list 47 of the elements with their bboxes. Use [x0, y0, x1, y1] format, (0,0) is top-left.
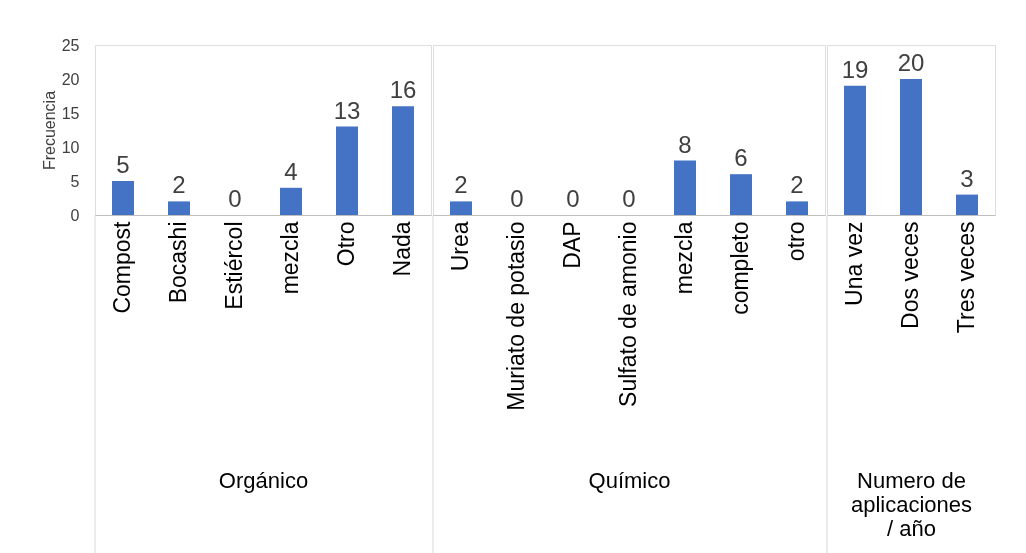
data-label: 16	[389, 76, 417, 104]
data-label: 2	[454, 171, 468, 199]
x-tick-label: DAP	[559, 221, 585, 269]
x-tick-label: Dos veces	[897, 221, 923, 329]
data-label: 5	[116, 151, 130, 178]
y-tick-label: 25	[61, 36, 80, 54]
x-tick-label: mezcla	[277, 221, 303, 295]
x-tick-label: otro	[783, 221, 809, 262]
x-tick-label: Una vez	[841, 221, 867, 306]
y-tick-label: 10	[61, 138, 80, 156]
y-tick-label: 5	[70, 172, 80, 190]
bar	[112, 181, 134, 215]
x-tick-label: Urea	[447, 221, 473, 272]
data-label: 0	[566, 185, 580, 212]
data-label: 2	[790, 171, 804, 199]
x-tick-label: Tres veces	[953, 221, 979, 334]
y-tick-label: 15	[61, 104, 80, 122]
x-tick-label: Muriato de potasio	[503, 221, 529, 411]
x-tick-label: completo	[727, 221, 753, 315]
data-label: 3	[960, 164, 974, 192]
bar	[392, 106, 414, 215]
x-tick-label: Otro	[333, 221, 359, 267]
data-label: 0	[622, 185, 636, 212]
x-tick-label: Nada	[389, 221, 415, 277]
bar	[280, 187, 302, 215]
data-label: 8	[678, 130, 692, 158]
x-tick-label: Bocashi	[165, 221, 191, 304]
data-label: 20	[897, 49, 925, 76]
data-label: 2	[172, 171, 186, 199]
y-axis-title: Frecuencia	[40, 90, 58, 171]
bar	[168, 201, 190, 215]
x-axis-title: Químico	[588, 467, 671, 493]
bar	[336, 126, 358, 215]
data-label: 0	[510, 185, 524, 212]
x-axis-title: Numero de aplicaciones / año	[850, 467, 973, 541]
x-tick-label: Estiércol	[221, 221, 247, 310]
data-label: 4	[284, 157, 298, 185]
data-label: 6	[734, 144, 748, 172]
data-label: 13	[333, 96, 361, 124]
x-tick-label: Compost	[109, 220, 135, 314]
y-tick-label: 20	[61, 70, 80, 88]
y-tick-label: 0	[70, 206, 80, 224]
x-axis-title: Orgánico	[218, 467, 309, 493]
data-label: 19	[841, 55, 869, 83]
data-label: 0	[228, 185, 242, 212]
x-tick-label: mezcla	[671, 221, 697, 295]
x-tick-label: Sulfato de amonio	[615, 221, 641, 407]
